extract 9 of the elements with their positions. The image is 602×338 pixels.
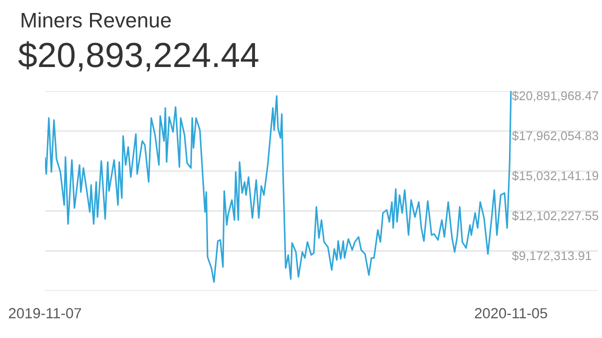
- y-tick-label: $12,102,227.55: [512, 210, 598, 222]
- x-tick-label: 2020-11-05: [474, 308, 548, 318]
- y-tick-label: $17,962,054.83: [512, 130, 598, 142]
- x-tick-label: 2019-11-07: [8, 308, 82, 318]
- chart-title: Miners Revenue: [22, 12, 171, 28]
- y-tick-label: $20,891,968.47: [512, 90, 598, 102]
- y-tick-label: $9,172,313.91: [512, 250, 592, 262]
- y-tick-label: $15,032,141.19: [512, 170, 598, 182]
- chart-subtitle: $20,893,224.44: [18, 41, 258, 72]
